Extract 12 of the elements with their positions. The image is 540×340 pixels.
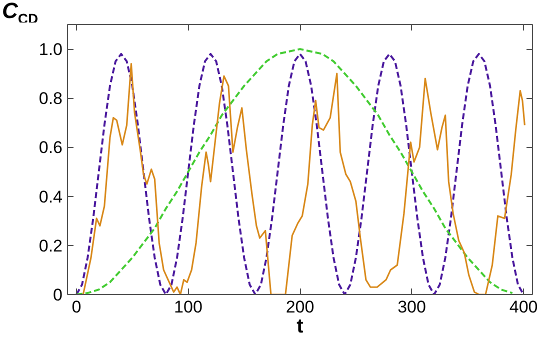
x-tick-label: 200 <box>286 298 314 316</box>
x-tick-label: 400 <box>509 298 538 316</box>
y-tick-label: 0.4 <box>38 187 63 206</box>
y-tick-label: 0.8 <box>38 89 63 108</box>
x-tick-label: 300 <box>398 298 426 316</box>
y-tick-label: 0 <box>53 286 63 304</box>
y-tick-label: 0.6 <box>38 138 63 158</box>
x-tick-label: 100 <box>174 298 202 316</box>
y-tick-label: 1.0 <box>38 40 63 60</box>
x-tick-label: 0 <box>72 298 82 316</box>
y-tick-label: 0.2 <box>38 236 63 256</box>
x-axis-title: t <box>296 316 304 338</box>
